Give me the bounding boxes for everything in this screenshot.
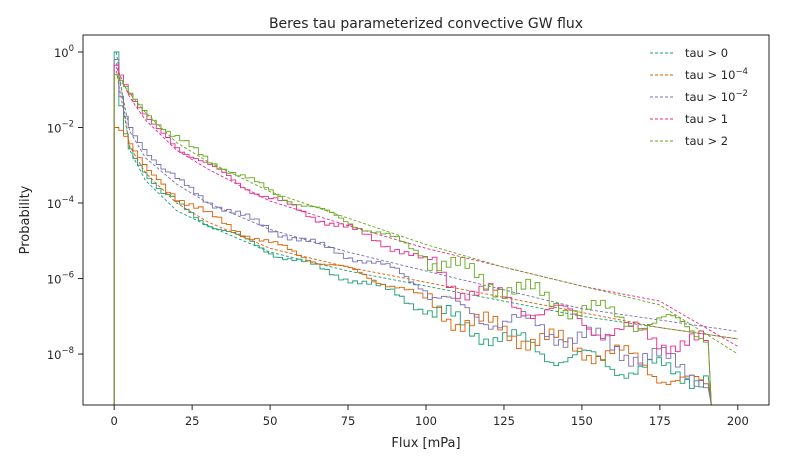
legend-item: tau > 10−2 — [650, 89, 748, 104]
legend-label: tau > 1 — [685, 112, 728, 126]
y-tick-exponent: −4 — [61, 195, 74, 205]
x-axis: 0 25 50 75 100 125 150 175 200 — [111, 405, 749, 428]
legend-label: tau > 0 — [685, 46, 728, 60]
y-tick-base: 10 — [47, 273, 62, 287]
y-tick-base: 10 — [47, 348, 62, 362]
y-tick-label: 10−4 — [47, 195, 74, 211]
x-tick-label: 25 — [185, 414, 200, 428]
y-tick-base: 10 — [47, 197, 62, 211]
legend-label-exponent: −2 — [735, 89, 748, 99]
y-tick-label: 10−2 — [47, 120, 74, 136]
y-tick-base: 10 — [54, 46, 69, 60]
x-tick-label: 100 — [415, 414, 437, 428]
x-axis-label: Flux [mPa] — [391, 436, 460, 451]
legend-label: tau > 10−2 — [685, 89, 748, 104]
legend-label: tau > 10−4 — [685, 67, 748, 82]
chart-title: Beres tau parameterized convective GW fl… — [269, 16, 583, 32]
y-tick-label: 10−8 — [47, 346, 74, 362]
y-tick-exponent: 0 — [69, 44, 74, 54]
series-3-fit — [115, 63, 738, 332]
x-tick-label: 125 — [493, 414, 515, 428]
legend-label-text: tau > 0 — [685, 46, 728, 60]
y-tick-base: 10 — [47, 122, 62, 136]
x-tick-label: 150 — [571, 414, 593, 428]
series-4-fit — [115, 66, 739, 347]
legend-label-text: tau > 10 — [685, 68, 735, 82]
y-tick-exponent: −2 — [61, 120, 74, 130]
legend-item: tau > 2 — [650, 134, 728, 148]
x-tick-label: 200 — [727, 414, 749, 428]
series-1 — [113, 51, 738, 406]
series-4 — [113, 64, 739, 406]
x-tick-label: 75 — [341, 414, 356, 428]
y-tick-label: 100 — [54, 44, 74, 60]
x-tick-label: 175 — [649, 414, 671, 428]
y-tick-exponent: −8 — [61, 346, 74, 356]
legend-item: tau > 10−4 — [650, 67, 748, 82]
x-tick-label: 0 — [111, 414, 118, 428]
legend-label-exponent: −4 — [735, 67, 748, 77]
legend-item: tau > 1 — [650, 112, 728, 126]
series-4-histogram — [113, 64, 712, 406]
x-tick-label: 50 — [263, 414, 278, 428]
legend-label-text: tau > 10 — [685, 90, 735, 104]
series-2-histogram — [113, 127, 712, 406]
series-3-histogram — [113, 59, 712, 406]
series-2-fit — [115, 70, 738, 340]
legend-label: tau > 2 — [685, 134, 728, 148]
series-1-fit — [115, 51, 738, 340]
legend-label-text: tau > 2 — [685, 134, 728, 148]
y-tick-exponent: −6 — [61, 271, 74, 281]
series-5-fit — [115, 74, 739, 355]
series-layer — [113, 51, 739, 406]
y-tick-label: 10−6 — [47, 271, 74, 287]
legend-item: tau > 0 — [650, 46, 728, 60]
legend-label-text: tau > 1 — [685, 112, 728, 126]
series-2 — [113, 70, 738, 406]
series-5 — [113, 74, 739, 406]
y-axis-label: Probability — [18, 185, 33, 254]
series-3 — [113, 59, 738, 406]
